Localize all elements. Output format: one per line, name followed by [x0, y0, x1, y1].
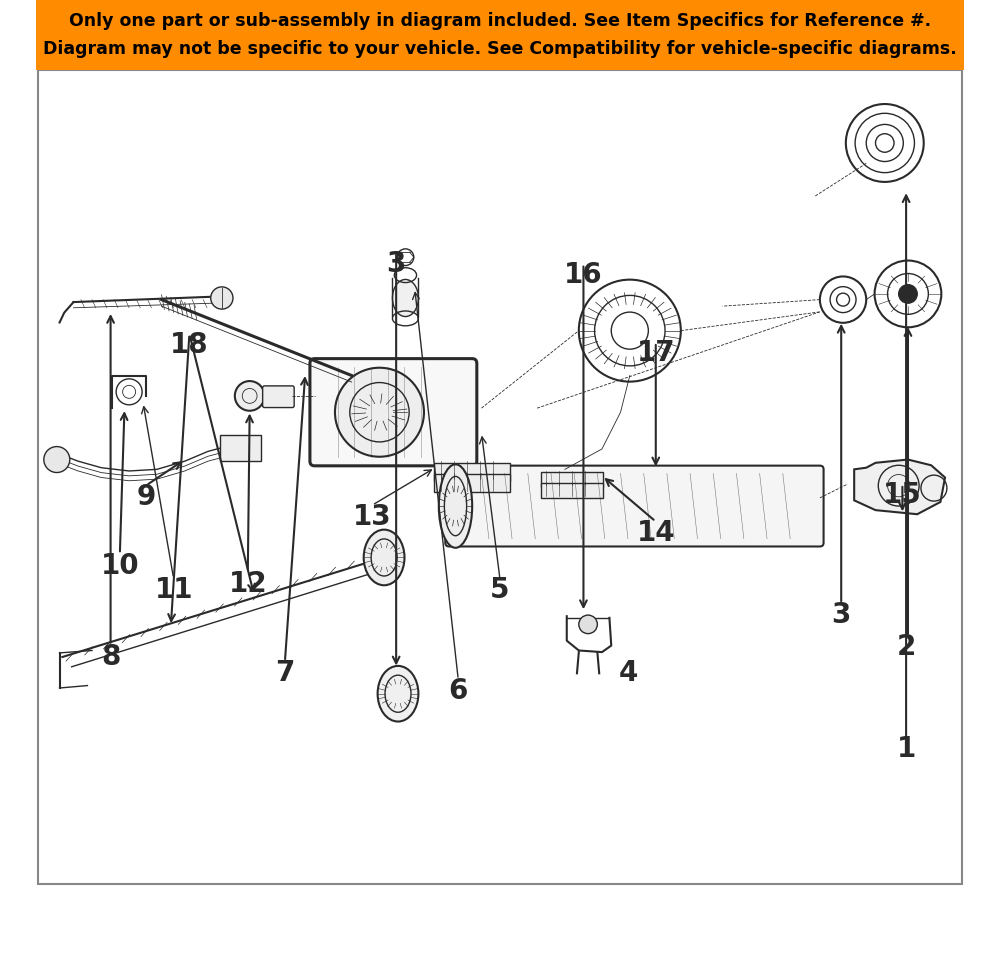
Text: 8: 8 — [101, 643, 120, 671]
FancyBboxPatch shape — [310, 359, 477, 466]
FancyBboxPatch shape — [263, 386, 294, 408]
Polygon shape — [854, 459, 945, 514]
Circle shape — [335, 368, 424, 456]
Bar — [36, 0, 964, 70]
Text: 12: 12 — [228, 569, 267, 598]
Text: 2: 2 — [896, 633, 916, 661]
Text: Diagram may not be specific to your vehicle. See Compatibility for vehicle-speci: Diagram may not be specific to your vehi… — [43, 40, 957, 58]
FancyBboxPatch shape — [445, 466, 824, 546]
Text: 5: 5 — [490, 576, 510, 605]
Text: 9: 9 — [136, 483, 155, 511]
Text: 10: 10 — [101, 552, 139, 580]
Text: 3: 3 — [386, 249, 406, 278]
Circle shape — [235, 381, 264, 411]
Ellipse shape — [378, 666, 418, 722]
Text: 7: 7 — [275, 659, 295, 688]
FancyBboxPatch shape — [541, 472, 603, 487]
Text: 16: 16 — [564, 261, 603, 289]
Text: 18: 18 — [170, 331, 209, 359]
Ellipse shape — [439, 464, 472, 548]
Text: 15: 15 — [883, 481, 922, 509]
Circle shape — [211, 286, 233, 309]
Text: 6: 6 — [449, 677, 468, 706]
FancyBboxPatch shape — [434, 474, 510, 492]
Text: 3: 3 — [832, 601, 851, 628]
Circle shape — [899, 285, 917, 303]
Circle shape — [579, 615, 597, 633]
Ellipse shape — [392, 280, 418, 316]
FancyBboxPatch shape — [220, 435, 261, 461]
Text: 17: 17 — [636, 339, 675, 368]
Text: 11: 11 — [154, 576, 193, 605]
Text: 1: 1 — [896, 735, 916, 763]
Ellipse shape — [364, 530, 404, 585]
Circle shape — [44, 447, 70, 473]
Text: Only one part or sub-assembly in diagram included. See Item Specifics for Refere: Only one part or sub-assembly in diagram… — [69, 12, 931, 31]
Text: 14: 14 — [636, 519, 675, 547]
Bar — [38, 70, 962, 883]
Text: 13: 13 — [353, 502, 391, 531]
FancyBboxPatch shape — [541, 483, 603, 498]
Text: 4: 4 — [618, 659, 638, 688]
FancyBboxPatch shape — [434, 463, 510, 481]
